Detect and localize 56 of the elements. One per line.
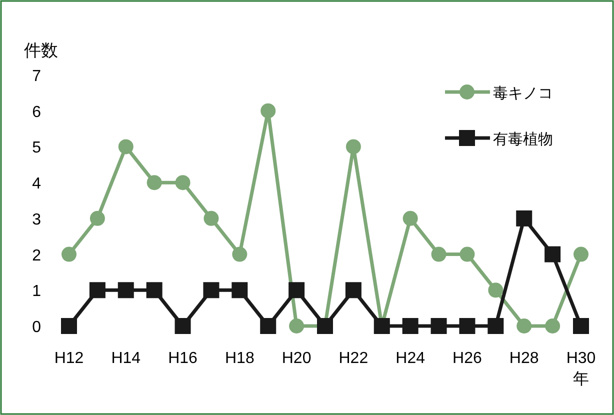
point xyxy=(61,318,77,334)
point xyxy=(516,210,532,226)
point xyxy=(573,318,589,334)
point xyxy=(430,318,447,334)
point xyxy=(402,210,418,226)
point xyxy=(574,246,588,262)
x-tick-label: H18 xyxy=(224,350,254,367)
point xyxy=(460,246,475,262)
point xyxy=(544,246,561,262)
point xyxy=(118,282,134,298)
y-tick-label: 3 xyxy=(32,211,42,228)
point xyxy=(174,318,191,334)
legend-label: 有毒植物 xyxy=(493,131,553,148)
point xyxy=(90,210,105,226)
point xyxy=(260,318,276,334)
x-tick-label: H30 xyxy=(566,350,596,367)
point xyxy=(345,282,362,298)
point xyxy=(289,318,304,334)
y-tick-label: 5 xyxy=(32,140,42,157)
point xyxy=(516,318,532,334)
x-tick-label: H28 xyxy=(509,350,539,367)
point xyxy=(175,175,190,190)
x-tick-label: H16 xyxy=(168,350,198,367)
y-tick-label: 0 xyxy=(32,319,42,336)
point xyxy=(118,139,134,154)
point xyxy=(402,318,418,334)
point xyxy=(203,282,220,298)
point xyxy=(288,282,305,298)
y-tick-label: 4 xyxy=(32,176,42,193)
point xyxy=(488,318,504,334)
x-tick-label: H22 xyxy=(338,350,368,367)
point xyxy=(89,282,106,298)
point xyxy=(545,318,560,334)
y-tick-label: 1 xyxy=(32,283,42,300)
y-tick-label: 6 xyxy=(32,104,42,121)
x-tick-label: H14 xyxy=(111,350,141,367)
x-tick-label: H26 xyxy=(452,350,482,367)
x-tick-label: H20 xyxy=(282,350,312,367)
point xyxy=(146,175,162,190)
x-axis-title: 年 xyxy=(573,371,589,388)
point xyxy=(488,282,504,298)
y-tick-label: 2 xyxy=(32,247,42,264)
y-tick-label: 7 xyxy=(32,68,42,85)
point xyxy=(431,246,446,262)
point xyxy=(204,210,219,226)
point xyxy=(62,246,76,262)
legend-label: 毒キノコ xyxy=(493,85,553,102)
x-tick-label: H24 xyxy=(396,350,426,367)
point xyxy=(146,282,162,298)
point xyxy=(260,103,276,118)
point xyxy=(232,246,248,262)
point xyxy=(346,139,361,154)
y-axis-title: 件数 xyxy=(24,41,58,60)
x-tick-label: H12 xyxy=(54,350,84,367)
point xyxy=(232,282,248,298)
point xyxy=(459,318,476,334)
